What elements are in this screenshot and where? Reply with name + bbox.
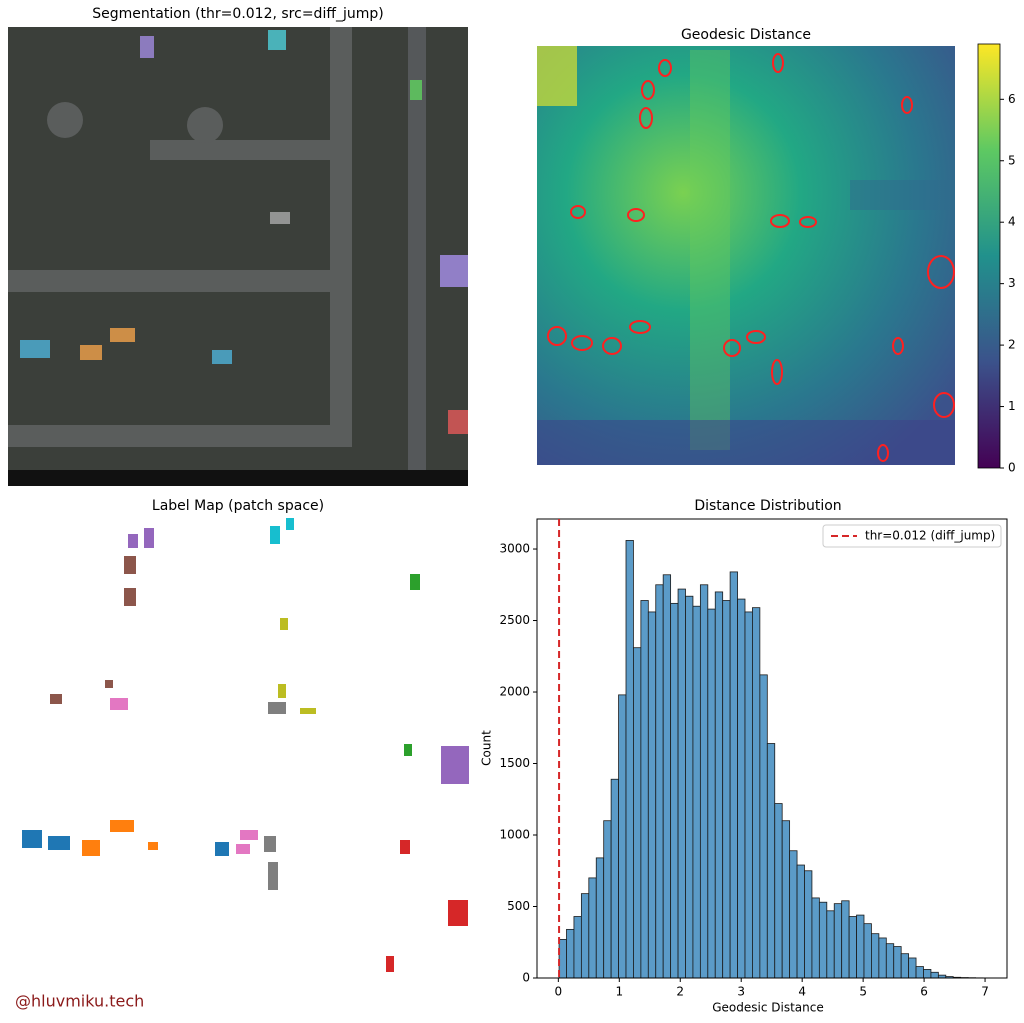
bar (714, 591, 724, 979)
panel-title: Segmentation (thr=0.012, src=diff_jump) (92, 6, 383, 22)
x-tick-label: 6 (920, 985, 928, 999)
y-tick-label: 1000 (499, 828, 530, 842)
colorbar-tick-label: 3 (1008, 276, 1016, 290)
bar (633, 647, 642, 979)
bar (588, 877, 597, 979)
bar (833, 903, 843, 979)
colorbar-tick-label: 0 (1008, 461, 1016, 475)
aerial-image (8, 27, 468, 486)
y-tick-label: 500 (507, 899, 530, 913)
colorbar-tick-label: 2 (1008, 338, 1016, 352)
bar (744, 611, 753, 979)
bar (737, 598, 746, 979)
bar (826, 910, 835, 979)
bar (625, 540, 634, 979)
x-tick-label: 1 (615, 985, 623, 999)
x-tick-label: 0 (555, 985, 563, 999)
y-tick-label: 3000 (499, 542, 530, 556)
bar (759, 674, 768, 979)
bar (885, 943, 895, 979)
bar (893, 946, 902, 979)
axes-frame (536, 518, 1008, 979)
y-tick-label: 0 (522, 971, 530, 985)
colorbar-tick-label: 5 (1008, 153, 1016, 167)
bar (618, 694, 627, 979)
bar (930, 971, 939, 979)
bar (915, 966, 924, 979)
bar (878, 937, 887, 979)
x-axis-label: Geodesic Distance (712, 1001, 824, 1015)
bar (677, 588, 686, 979)
panel-title: Distance Distribution (694, 498, 841, 514)
bar (789, 850, 798, 979)
y-tick-label: 1500 (499, 756, 530, 770)
x-tick-label: 7 (981, 985, 989, 999)
colorbar-tick-label: 4 (1008, 215, 1016, 229)
colorbar-tick-label: 1 (1008, 399, 1016, 413)
colorbar (977, 43, 1001, 469)
bar (804, 870, 813, 979)
bar (707, 608, 716, 979)
bar (818, 901, 828, 979)
heatmap-image (537, 46, 955, 465)
bar (722, 600, 731, 979)
legend-box (822, 524, 1002, 548)
bar (729, 571, 738, 979)
bar (566, 928, 575, 979)
bar (699, 584, 709, 979)
colorbar-tick-label: 6 (1008, 92, 1016, 106)
bar (662, 574, 672, 979)
bar (781, 820, 791, 979)
bar (670, 602, 679, 979)
x-tick-label: 4 (798, 985, 806, 999)
bar (811, 897, 820, 979)
bar (863, 923, 872, 979)
bar (595, 857, 605, 979)
bar (558, 938, 567, 979)
bar (573, 916, 582, 979)
bar (908, 957, 917, 979)
y-tick-label: 2500 (499, 613, 530, 627)
bar (871, 933, 880, 979)
y-tick-label: 2000 (499, 685, 530, 699)
panel-title: Label Map (patch space) (152, 498, 324, 514)
label-map-image (22, 518, 469, 972)
x-tick-label: 5 (859, 985, 867, 999)
bar (841, 900, 850, 979)
bar (923, 969, 932, 979)
bar (856, 914, 865, 979)
bar (685, 595, 694, 979)
bar (603, 820, 612, 979)
bar (655, 584, 664, 979)
y-axis-label: Count (480, 730, 494, 766)
watermark: @hluvmiku.tech (15, 992, 144, 1011)
bar (752, 607, 761, 979)
bar (610, 778, 619, 979)
bar (640, 600, 649, 979)
bar (900, 953, 910, 979)
bar (774, 803, 783, 979)
x-tick-label: 3 (737, 985, 745, 999)
bar (580, 893, 590, 979)
bar (848, 916, 857, 979)
panel-title: Geodesic Distance (681, 27, 811, 43)
bar (647, 611, 657, 979)
bar (796, 864, 805, 979)
legend-label: thr=0.012 (diff_jump) (865, 529, 995, 543)
x-tick-label: 2 (676, 985, 684, 999)
bar (692, 605, 701, 979)
bar (766, 743, 776, 979)
